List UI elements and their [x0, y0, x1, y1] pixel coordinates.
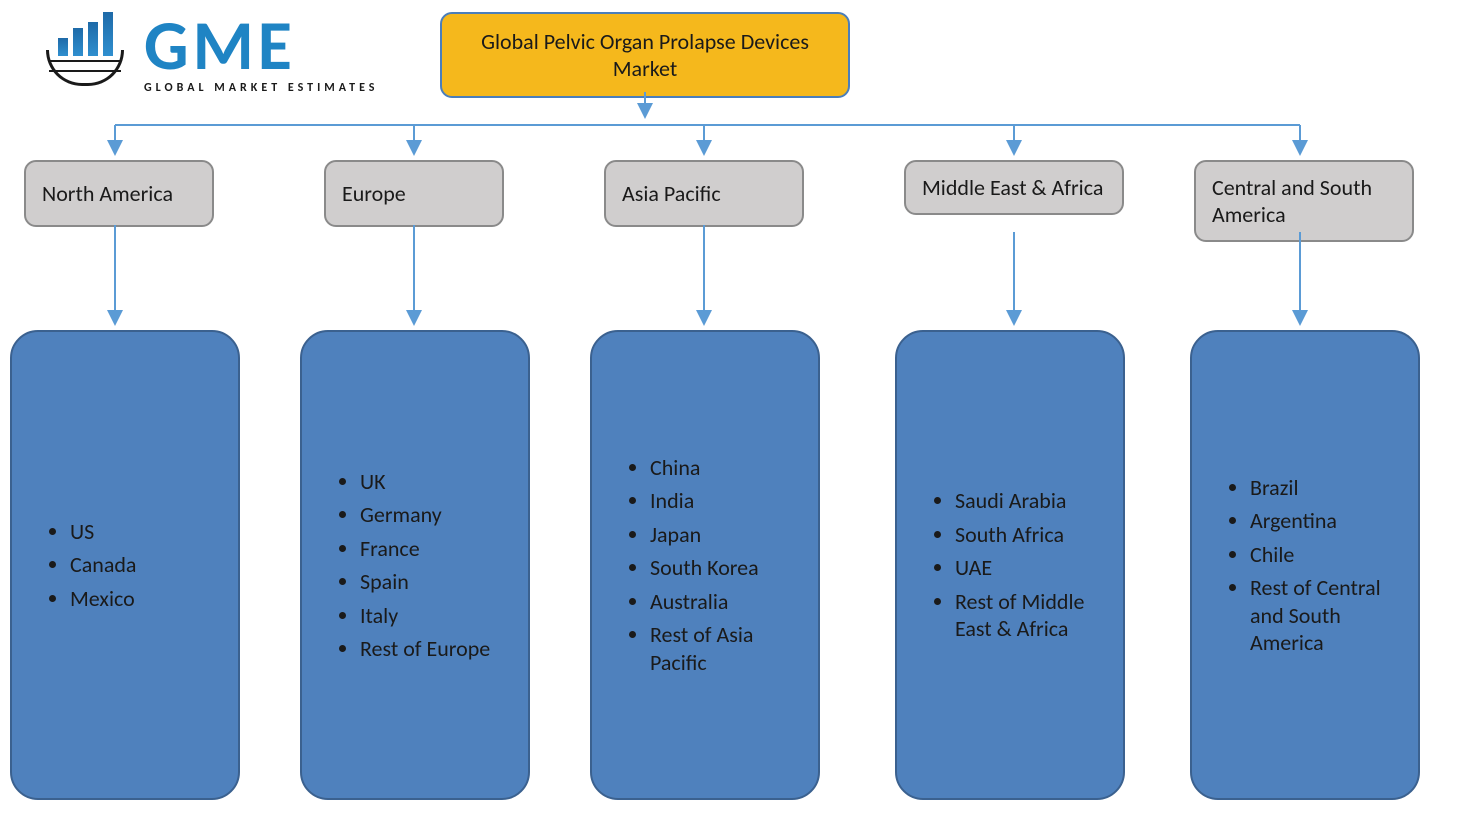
country-item: India — [650, 487, 802, 515]
country-item: Saudi Arabia — [955, 487, 1107, 515]
diagram-root: Global Pelvic Organ Prolapse Devices Mar… — [440, 12, 850, 98]
region-label: Europe — [342, 180, 406, 207]
country-item: UAE — [955, 554, 1107, 582]
detail-europe: UK Germany France Spain Italy Rest of Europe — [300, 330, 530, 800]
detail-asia-pacific: China India Japan South Korea Australia Rest … — [590, 330, 820, 800]
detail-mea: Saudi Arabia South Africa UAE Rest of Middl… — [895, 330, 1125, 800]
diagram-root-label: Global Pelvic Organ Prolapse Devices Mar… — [481, 28, 809, 82]
region-label: Central and South America — [1212, 174, 1396, 228]
country-item: Germany — [360, 501, 490, 529]
country-item: Japan — [650, 521, 802, 549]
region-asia-pacific: Asia Pacific — [604, 160, 804, 227]
country-item: Australia — [650, 588, 802, 616]
logo-mark — [40, 12, 130, 92]
region-label: Middle East & Africa — [922, 174, 1103, 201]
country-item: China — [650, 454, 802, 482]
country-item: UK — [360, 468, 490, 496]
logo-text: GME GLOBAL MARKET ESTIMATES — [144, 10, 378, 94]
logo-acronym: GME — [144, 10, 378, 80]
region-north-america: North America — [24, 160, 214, 227]
country-item: Canada — [70, 551, 136, 579]
region-label: Asia Pacific — [622, 180, 721, 207]
country-list: China India Japan South Korea Australia Rest … — [632, 448, 802, 683]
detail-north-america: US Canada Mexico — [10, 330, 240, 800]
country-item: Italy — [360, 602, 490, 630]
country-item: Chile — [1250, 541, 1402, 569]
country-item: Rest of Central and South America — [1250, 574, 1402, 657]
region-mea: Middle East & Africa — [904, 160, 1124, 215]
country-item: Rest of Middle East & Africa — [955, 588, 1107, 643]
gme-logo: GME GLOBAL MARKET ESTIMATES — [40, 10, 378, 94]
country-item: US — [70, 518, 136, 546]
globe-icon — [46, 50, 124, 86]
region-europe: Europe — [324, 160, 504, 227]
country-list: UK Germany France Spain Italy Rest of Europe — [342, 462, 490, 669]
country-item: France — [360, 535, 490, 563]
country-item: Rest of Europe — [360, 635, 490, 663]
region-label: North America — [42, 180, 173, 207]
region-csa: Central and South America — [1194, 160, 1414, 242]
country-item: Spain — [360, 568, 490, 596]
country-item: Mexico — [70, 585, 136, 613]
country-item: Argentina — [1250, 507, 1402, 535]
country-list: US Canada Mexico — [52, 512, 136, 619]
logo-tagline: GLOBAL MARKET ESTIMATES — [144, 82, 378, 94]
country-item: South Africa — [955, 521, 1107, 549]
country-item: Rest of Asia Pacific — [650, 621, 802, 676]
country-item: Brazil — [1250, 474, 1402, 502]
country-list: Saudi Arabia South Africa UAE Rest of Middl… — [937, 481, 1107, 649]
country-item: South Korea — [650, 554, 802, 582]
country-list: Brazil Argentina Chile Rest of Central and … — [1232, 468, 1402, 663]
detail-csa: Brazil Argentina Chile Rest of Central and … — [1190, 330, 1420, 800]
